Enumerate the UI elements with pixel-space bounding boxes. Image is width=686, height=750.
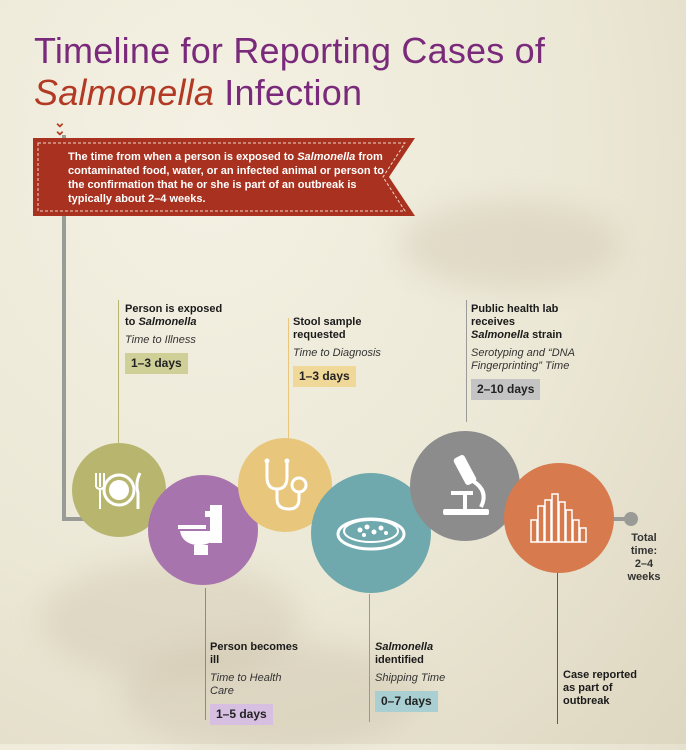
step-5-circle: [410, 431, 520, 541]
title-line-2: Salmonella Infection: [34, 72, 664, 114]
epi-curve-icon: [530, 493, 587, 543]
step-6-heading: Case reported as part of outbreak: [563, 669, 637, 707]
step-1-heading: Person is exposed to Salmonella: [125, 303, 225, 329]
step-5-heading: Public health lab receives Salmonella st…: [471, 303, 571, 342]
step-6-circle: [504, 463, 614, 573]
step-2-connector: [205, 588, 206, 720]
step-2-label: Person becomes ill Time to Health Care 1…: [210, 641, 300, 725]
step-5-duration-badge: 2–10 days: [471, 379, 541, 400]
background-texture: [40, 560, 300, 680]
step-4-sublabel: Shipping Time: [375, 672, 446, 684]
step-1-sublabel: Time to Illness: [125, 334, 196, 346]
step-6-connector: [557, 572, 558, 724]
step-1-connector: [118, 300, 119, 443]
step-4-connector: [369, 594, 370, 722]
heading-text: Person is exposed to: [125, 303, 223, 328]
timeline-end-dot: [624, 512, 638, 526]
total-time-label: Total time: 2–4 weeks: [614, 532, 674, 584]
step-5-connector: [466, 300, 467, 422]
petri-dish-icon: [336, 517, 406, 551]
heading-italic: Salmonella: [471, 329, 530, 341]
title-line-2-rest: Infection: [214, 72, 363, 113]
step-3-connector: [288, 318, 289, 438]
step-1-duration-badge: 1–3 days: [125, 353, 188, 374]
heading-text: identified: [375, 654, 424, 666]
step-3-sublabel: Time to Diagnosis: [293, 347, 381, 359]
total-line: 2–4: [634, 558, 654, 570]
heading-text: strain: [529, 329, 563, 341]
background-texture: [400, 200, 620, 290]
total-line: weeks: [627, 571, 661, 583]
toilet-icon: [178, 505, 222, 555]
background-texture: [120, 640, 420, 750]
step-5-sublabel: Serotyping and “DNA Fingerprinting” Time: [471, 347, 575, 372]
step-2-heading: Person becomes ill: [210, 641, 299, 666]
total-line: time:: [630, 545, 658, 557]
banner-text-italic: Salmonella: [297, 151, 356, 163]
stethoscope-icon: [264, 458, 308, 511]
step-4-duration-badge: 0–7 days: [375, 691, 438, 712]
step-4-heading: Salmonella identified: [375, 641, 465, 667]
plate-fork-knife-icon: [95, 472, 142, 509]
banner-ribbon: [33, 138, 415, 216]
banner-text-part: The time from when a person is exposed t…: [68, 151, 298, 163]
step-3-heading: Stool sample requested: [293, 316, 362, 341]
heading-italic: Salmonella: [138, 316, 197, 328]
banner-text: The time from when a person is exposed t…: [68, 150, 388, 206]
total-line: Total: [631, 532, 657, 544]
step-2-duration-badge: 1–5 days: [210, 704, 273, 725]
step-4-label: Salmonella identified Shipping Time 0–7 …: [375, 641, 465, 712]
timeline-vertical-line: [62, 135, 66, 520]
page-title: Timeline for Reporting Cases of Salmonel…: [34, 30, 664, 114]
step-5-label: Public health lab receives Salmonella st…: [471, 303, 631, 400]
step-1-label: Person is exposed to Salmonella Time to …: [125, 303, 225, 374]
title-line-1: Timeline for Reporting Cases of: [34, 30, 546, 71]
step-2-sublabel: Time to Health Care: [210, 672, 282, 697]
title-italic-word: Salmonella: [34, 72, 215, 113]
step-3-label: Stool sample requested Time to Diagnosis…: [293, 316, 383, 387]
step-3-duration-badge: 1–3 days: [293, 366, 356, 387]
banner-text-part: from contaminated food, water, or an inf…: [68, 151, 384, 205]
microscope-icon: [443, 454, 489, 515]
chevron-down-icon: ⌄ ⌄: [54, 114, 66, 138]
heading-text: Public health lab receives: [471, 303, 559, 328]
heading-italic: Salmonella: [375, 641, 434, 653]
step-6-label: Case reported as part of outbreak: [563, 669, 643, 708]
